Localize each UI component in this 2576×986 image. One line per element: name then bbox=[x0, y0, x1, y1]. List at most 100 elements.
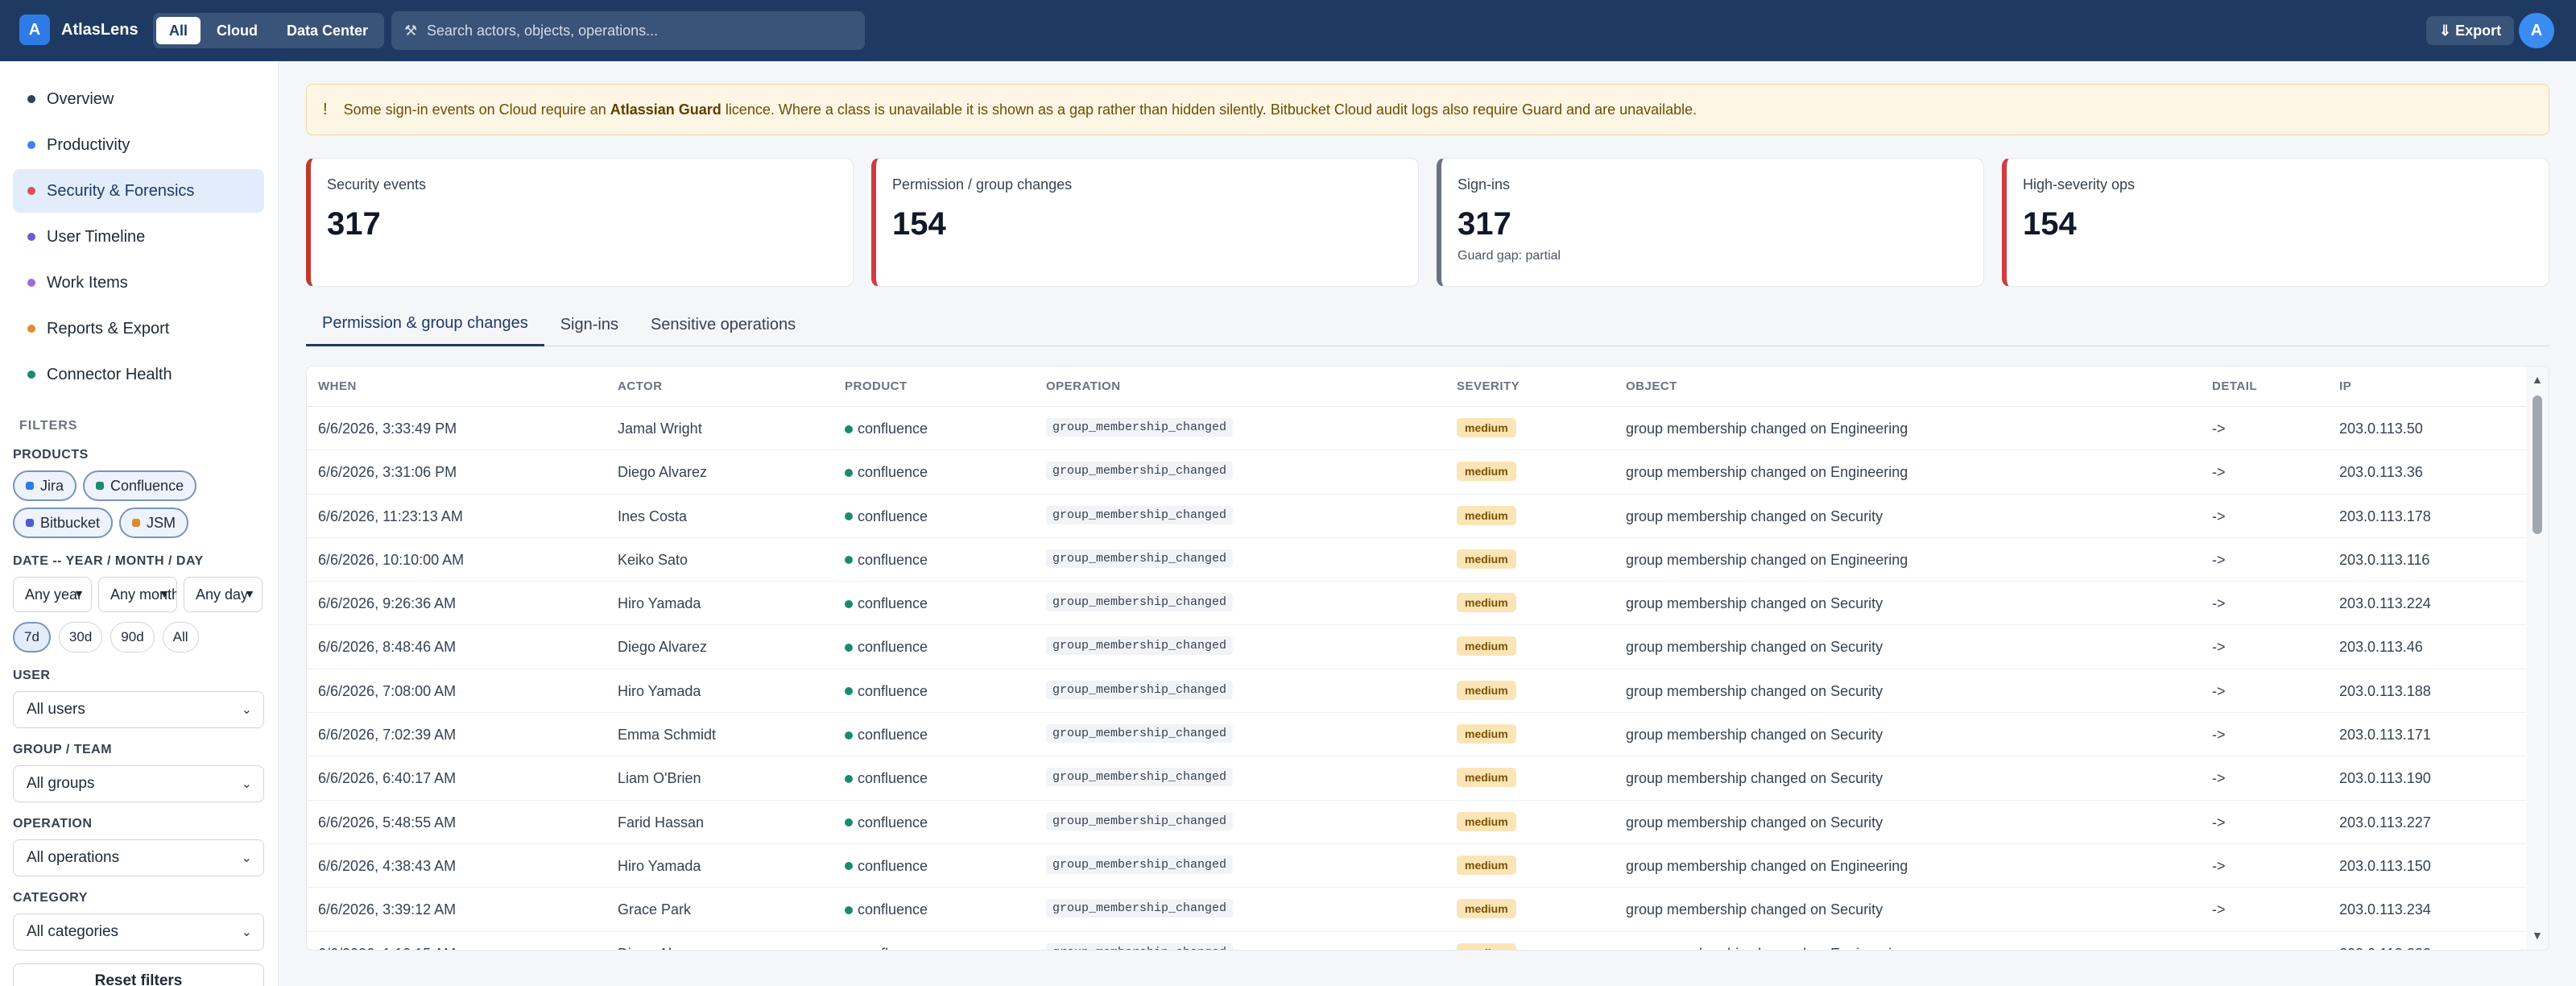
severity-badge: medium bbox=[1457, 593, 1516, 613]
cell-product: confluence bbox=[845, 595, 928, 612]
export-button[interactable]: ⇓ Export bbox=[2426, 16, 2515, 45]
group-select[interactable]: All groups ⌄ bbox=[13, 765, 264, 802]
detail-link[interactable]: -> bbox=[2212, 639, 2226, 656]
table-row[interactable]: 6/6/2026, 9:26:36 AM Hiro Yamada confluenc… bbox=[307, 582, 2526, 626]
detail-link[interactable]: -> bbox=[2212, 946, 2226, 950]
table-row[interactable]: 6/6/2026, 3:31:06 PM Diego Alvarez conflue… bbox=[307, 450, 2526, 495]
app-logo: A bbox=[19, 14, 50, 45]
scope-cloud-button[interactable]: Cloud bbox=[217, 22, 258, 39]
product-chip-bitbucket[interactable]: Bitbucket bbox=[13, 508, 114, 538]
confluence-icon bbox=[845, 556, 853, 565]
day-select[interactable]: Any day ▼ bbox=[184, 577, 263, 612]
table-row[interactable]: 6/6/2026, 4:38:43 AM Hiro Yamada confluenc… bbox=[307, 844, 2526, 889]
detail-link[interactable]: -> bbox=[2212, 682, 2226, 699]
table-row[interactable]: 6/6/2026, 5:48:55 AM Farid Hassan confluen… bbox=[307, 801, 2526, 844]
detail-link[interactable]: -> bbox=[2212, 420, 2226, 437]
detail-link[interactable]: -> bbox=[2212, 551, 2226, 568]
cell-when: 6/6/2026, 3:33:49 PM bbox=[318, 420, 457, 437]
dot-icon bbox=[27, 95, 35, 103]
user-select[interactable]: All users ⌄ bbox=[13, 691, 264, 728]
sidebar-item-work-items[interactable]: Work Items bbox=[13, 261, 264, 304]
confluence-icon bbox=[845, 905, 853, 914]
confluence-icon bbox=[845, 512, 853, 521]
cell-operation: group_membership_changed bbox=[1046, 724, 1234, 744]
cell-operation: group_membership_changed bbox=[1046, 680, 1234, 699]
product-chip-jira[interactable]: Jira bbox=[13, 470, 77, 501]
product-chip-jsm[interactable]: JSM bbox=[119, 508, 189, 538]
product-chip-confluence[interactable]: Confluence bbox=[83, 470, 197, 501]
confluence-icon bbox=[96, 482, 105, 490]
column-header-actor[interactable]: ACTOR bbox=[618, 379, 663, 393]
detail-link[interactable]: -> bbox=[2212, 727, 2226, 744]
column-header-ip[interactable]: IP bbox=[2339, 379, 2352, 393]
sidebar-item-productivity[interactable]: Productivity bbox=[13, 123, 264, 167]
search-input[interactable]: ⚒ Search actors, objects, operations... bbox=[391, 11, 865, 50]
category-select[interactable]: All categories ⌄ bbox=[13, 914, 264, 951]
cell-ip: 203.0.113.178 bbox=[2339, 508, 2431, 524]
detail-link[interactable]: -> bbox=[2212, 770, 2226, 787]
search-icon: ⚒ bbox=[404, 22, 418, 39]
date-selects: Any year ▼ Any month ▼ Any day ▼ bbox=[13, 577, 263, 612]
avatar[interactable]: A bbox=[2519, 13, 2554, 48]
column-header-detail[interactable]: DETAIL bbox=[2212, 379, 2258, 393]
cell-object: group membership changed on Security bbox=[1626, 770, 1883, 787]
year-select[interactable]: Any year ▼ bbox=[13, 577, 92, 612]
sidebar-item-user-timeline[interactable]: User Timeline bbox=[13, 215, 264, 259]
column-header-operation[interactable]: OPERATION bbox=[1046, 379, 1121, 393]
table-row[interactable]: 6/6/2026, 3:39:12 AM Grace Park confluence… bbox=[307, 888, 2526, 932]
sidebar-item-overview[interactable]: Overview bbox=[13, 77, 264, 121]
chevron-down-icon: ⌄ bbox=[241, 851, 252, 865]
detail-link[interactable]: -> bbox=[2212, 464, 2226, 481]
column-header-severity[interactable]: SEVERITY bbox=[1457, 379, 1520, 393]
table-row[interactable]: 6/6/2026, 7:08:00 AM Hiro Yamada confluenc… bbox=[307, 669, 2526, 714]
detail-link[interactable]: -> bbox=[2212, 595, 2226, 612]
cell-product: confluence bbox=[845, 901, 928, 918]
detail-link[interactable]: -> bbox=[2212, 508, 2226, 524]
detail-link[interactable]: -> bbox=[2212, 901, 2226, 918]
scroll-down-icon[interactable]: ▼ bbox=[2532, 929, 2543, 942]
scrollbar-thumb[interactable] bbox=[2533, 396, 2542, 534]
cell-actor: Jamal Wright bbox=[618, 420, 702, 437]
sidebar-item-label: Security & Forensics bbox=[47, 181, 195, 200]
column-header-when[interactable]: WHEN bbox=[318, 379, 357, 393]
cell-when: 6/6/2026, 3:39:12 AM bbox=[318, 901, 457, 918]
table-row[interactable]: 6/6/2026, 10:10:00 AM Keiko Sato confluenc… bbox=[307, 538, 2526, 582]
scroll-up-icon[interactable]: ▲ bbox=[2532, 373, 2543, 386]
reset-filters-button[interactable]: Reset filters bbox=[13, 963, 264, 986]
cell-object: group membership changed on Engineering bbox=[1626, 420, 1908, 437]
range-all-button[interactable]: All bbox=[162, 622, 199, 652]
operation-select[interactable]: All operations ⌄ bbox=[13, 839, 264, 876]
tab-permission-group-changes[interactable]: Permission & group changes bbox=[306, 303, 544, 346]
tab-sign-ins[interactable]: Sign-ins bbox=[560, 315, 618, 334]
detail-link[interactable]: -> bbox=[2212, 857, 2226, 874]
sidebar-item-reports-export[interactable]: Reports & Export bbox=[13, 307, 264, 350]
column-header-product[interactable]: PRODUCT bbox=[845, 379, 908, 393]
scope-all-button[interactable]: All bbox=[156, 17, 201, 44]
banner-text-bold: Atlassian Guard bbox=[610, 101, 722, 118]
cell-actor: Diego Alvarez bbox=[618, 464, 708, 481]
table-row[interactable]: 6/6/2026, 6:40:17 AM Liam O'Brien confluen… bbox=[307, 756, 2526, 801]
sidebar-item-connector-health[interactable]: Connector Health bbox=[13, 353, 264, 396]
confluence-icon bbox=[845, 643, 853, 652]
table-row[interactable]: 6/6/2026, 11:23:13 AM Ines Costa confluenc… bbox=[307, 495, 2526, 538]
confluence-icon bbox=[845, 599, 853, 608]
scope-data-center-button[interactable]: Data Center bbox=[287, 22, 369, 39]
range-30d-button[interactable]: 30d bbox=[58, 622, 103, 652]
range-7d-button[interactable]: 7d bbox=[13, 622, 51, 652]
tab-sensitive-operations[interactable]: Sensitive operations bbox=[650, 315, 796, 334]
month-select[interactable]: Any month ▼ bbox=[98, 577, 177, 612]
cell-when: 6/6/2026, 4:38:43 AM bbox=[318, 857, 457, 874]
detail-link[interactable]: -> bbox=[2212, 814, 2226, 831]
warning-icon: ! bbox=[323, 100, 328, 118]
table-row[interactable]: 6/6/2026, 7:02:39 AM Emma Schmidt confluen… bbox=[307, 713, 2526, 757]
table-row[interactable]: 6/6/2026, 8:48:46 AM Diego Alvarez conflue… bbox=[307, 625, 2526, 669]
table-row[interactable]: 6/6/2026, 1:10:15 AM Diego Alvarez conflue… bbox=[307, 932, 2526, 950]
chip-label: Bitbucket bbox=[40, 514, 101, 531]
sidebar-item-security-forensics[interactable]: Security & Forensics bbox=[13, 169, 264, 213]
cell-actor: Diego Alvarez bbox=[618, 946, 707, 950]
product-label: confluence bbox=[858, 814, 928, 831]
range-90d-button[interactable]: 90d bbox=[110, 622, 155, 652]
table-scrollbar[interactable]: ▲ ▼ bbox=[2526, 367, 2549, 950]
table-row[interactable]: 6/6/2026, 3:33:49 PM Jamal Wright confluen… bbox=[307, 407, 2526, 451]
column-header-object[interactable]: OBJECT bbox=[1626, 379, 1677, 393]
